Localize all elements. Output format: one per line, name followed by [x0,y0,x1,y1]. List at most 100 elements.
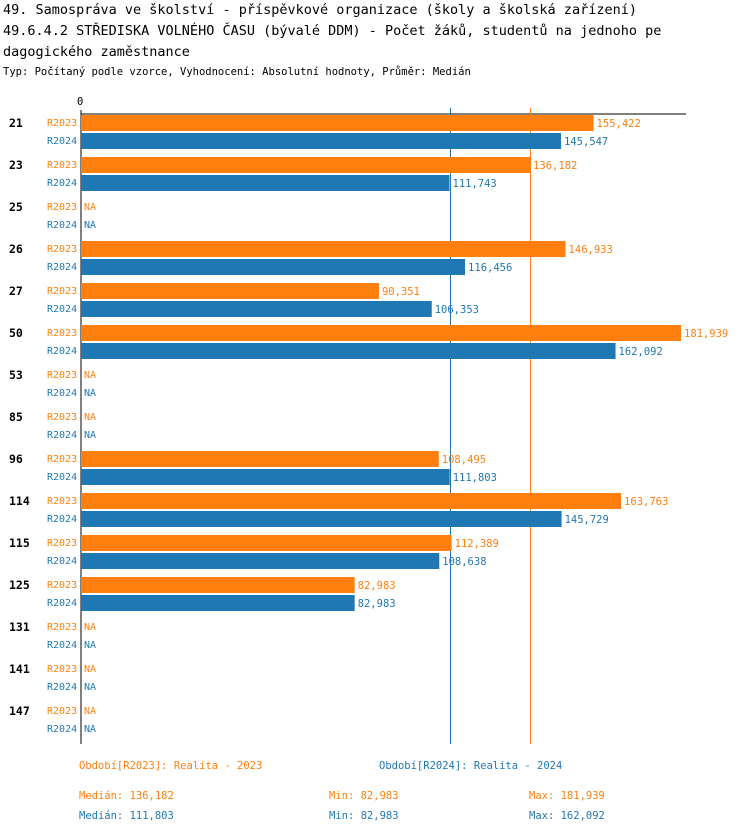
na-label-r2024-25: NA [84,220,96,231]
value-label-r2023-50: 181,939 [684,328,728,340]
bar-r2024-96 [81,469,450,485]
series-label-r2023-85: R2023 [47,412,77,423]
value-label-r2024-96: 111,803 [453,472,497,484]
bar-r2023-114 [81,493,622,509]
category-label-50: 50 [9,326,23,340]
na-label-r2024-53: NA [84,388,96,399]
chart-title-line-3: dagogického zaměstnance [3,44,190,60]
chart-title-line-1: 49. Samospráva ve školství - příspěvkové… [3,2,637,18]
stat-min-r2023: Min: 82,983 [329,790,399,802]
axis-zero-label: 0 [77,96,83,108]
chart-subtitle: Typ: Počítaný podle vzorce, Vyhodnocení:… [3,66,471,78]
series-label-r2023-131: R2023 [47,622,77,633]
category-label-114: 114 [9,494,30,508]
series-label-r2024-131: R2024 [47,640,77,651]
na-label-r2023-131: NA [84,622,96,633]
category-label-141: 141 [9,662,30,676]
value-label-r2023-23: 136,182 [533,160,577,172]
series-label-r2023-147: R2023 [47,706,77,717]
bar-r2024-21 [81,133,561,149]
value-label-r2024-50: 162,092 [619,346,663,358]
bar-r2023-23 [81,157,531,173]
na-label-r2024-85: NA [84,430,96,441]
bar-r2023-26 [81,241,566,257]
value-label-r2024-23: 111,743 [453,178,497,190]
series-label-r2024-21: R2024 [47,136,77,147]
value-label-r2024-26: 116,456 [468,262,512,274]
category-label-26: 26 [9,242,23,256]
bar-r2024-23 [81,175,450,191]
series-label-r2023-25: R2023 [47,202,77,213]
value-label-r2023-114: 163,763 [624,496,668,508]
series-label-r2023-53: R2023 [47,370,77,381]
series-label-r2024-114: R2024 [47,514,77,525]
stat-min-r2024: Min: 82,983 [329,810,399,822]
na-label-r2023-53: NA [84,370,96,381]
series-label-r2023-21: R2023 [47,118,77,129]
value-label-r2023-115: 112,389 [455,538,499,550]
bar-r2023-21 [81,115,594,131]
value-label-r2024-114: 145,729 [565,514,609,526]
series-label-r2024-147: R2024 [47,724,77,735]
series-label-r2024-96: R2024 [47,472,77,483]
bar-r2024-50 [81,343,616,359]
category-label-53: 53 [9,368,23,382]
series-label-r2023-115: R2023 [47,538,77,549]
bar-chart: 0 21 R2023 155,422 R2024 145,547 23 R2023 136,18… [9,96,728,744]
category-label-131: 131 [9,620,30,634]
na-label-r2024-147: NA [84,724,96,735]
value-label-r2023-96: 108,495 [442,454,486,466]
series-label-r2024-115: R2024 [47,556,77,567]
bar-r2023-96 [81,451,439,467]
series-label-r2023-125: R2023 [47,580,77,591]
na-label-r2024-141: NA [84,682,96,693]
series-label-r2024-125: R2024 [47,598,77,609]
category-label-85: 85 [9,410,23,424]
legend-r2024: Období[R2024]: Realita - 2024 [379,760,563,772]
category-label-23: 23 [9,158,23,172]
chart-title-line-2: 49.6.4.2 STŘEDISKA VOLNÉHO ČASU (bývalé … [3,23,662,39]
stat-max-r2024: Max: 162,092 [529,810,605,822]
series-label-r2023-96: R2023 [47,454,77,465]
category-label-27: 27 [9,284,23,298]
na-label-r2023-25: NA [84,202,96,213]
na-label-r2023-147: NA [84,706,96,717]
series-label-r2024-27: R2024 [47,304,77,315]
value-label-r2024-21: 145,547 [564,136,608,148]
na-label-r2023-141: NA [84,664,96,675]
stat-median-r2023: Medián: 136,182 [79,790,174,802]
category-label-147: 147 [9,704,30,718]
bar-r2024-125 [81,595,355,611]
series-label-r2023-50: R2023 [47,328,77,339]
bar-r2024-26 [81,259,466,275]
bar-r2023-27 [81,283,379,299]
stat-max-r2023: Max: 181,939 [529,790,605,802]
legend-r2023: Období[R2023]: Realita - 2023 [79,760,263,772]
series-label-r2024-26: R2024 [47,262,77,273]
value-label-r2023-26: 146,933 [569,244,613,256]
bar-r2023-115 [81,535,452,551]
bar-r2023-125 [81,577,355,593]
series-label-r2023-23: R2023 [47,160,77,171]
series-label-r2024-141: R2024 [47,682,77,693]
series-label-r2024-23: R2024 [47,178,77,189]
series-label-r2023-114: R2023 [47,496,77,507]
value-label-r2024-125: 82,983 [358,598,396,610]
series-label-r2023-141: R2023 [47,664,77,675]
category-label-125: 125 [9,578,30,592]
category-label-21: 21 [9,116,23,130]
stat-median-r2024: Medián: 111,803 [79,810,174,822]
series-label-r2023-27: R2023 [47,286,77,297]
bar-r2024-114 [81,511,562,527]
na-label-r2023-85: NA [84,412,96,423]
series-label-r2024-50: R2024 [47,346,77,357]
value-label-r2024-27: 106,353 [435,304,479,316]
na-label-r2024-131: NA [84,640,96,651]
bar-r2023-50 [81,325,681,341]
series-label-r2024-53: R2024 [47,388,77,399]
series-label-r2024-85: R2024 [47,430,77,441]
category-label-96: 96 [9,452,23,466]
bar-r2024-115 [81,553,440,569]
value-label-r2023-27: 90,351 [382,286,420,298]
value-label-r2024-115: 108,638 [442,556,486,568]
